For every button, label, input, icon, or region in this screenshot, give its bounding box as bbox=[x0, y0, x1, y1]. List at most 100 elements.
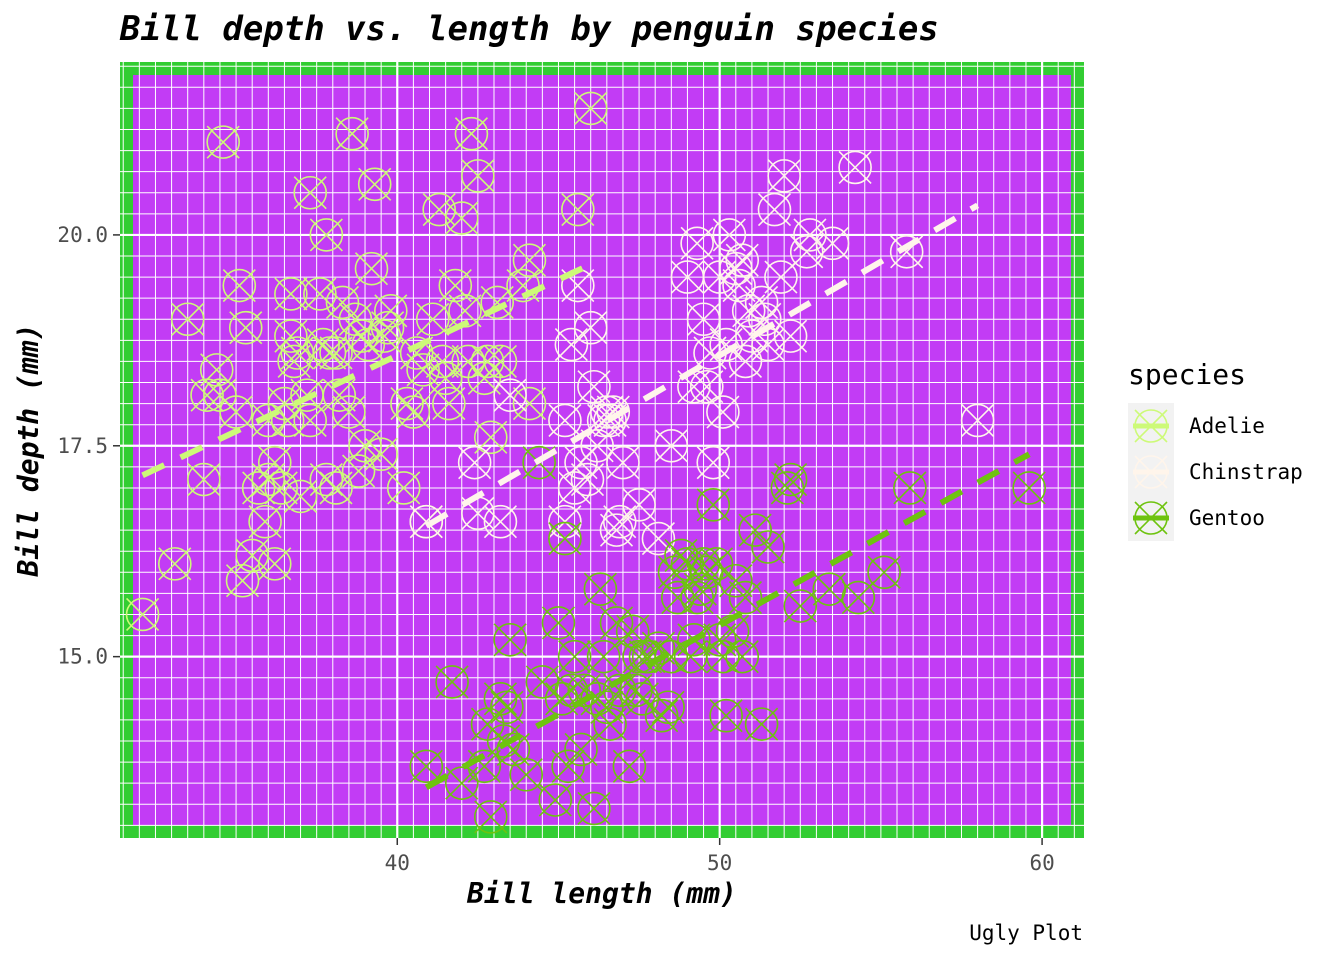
point-circle bbox=[425, 344, 460, 379]
series-gentoo bbox=[409, 445, 1046, 834]
point-gentoo bbox=[599, 606, 634, 640]
point-circle bbox=[625, 682, 660, 716]
point-circle bbox=[680, 226, 714, 261]
point-circle bbox=[461, 159, 495, 193]
data-points bbox=[125, 91, 1046, 834]
point-chinstrap bbox=[622, 488, 656, 522]
point-chinstrap bbox=[606, 445, 640, 480]
point-cross bbox=[461, 496, 495, 530]
point-cross bbox=[1012, 471, 1046, 505]
point-circle bbox=[709, 698, 743, 733]
point-cross bbox=[738, 513, 772, 547]
point-circle bbox=[348, 428, 382, 463]
axes: 40 50 60 15.0 17.5 20.0 bbox=[57, 223, 1054, 875]
point-gentoo bbox=[867, 555, 901, 590]
caption: Ugly Plot bbox=[969, 921, 1083, 945]
point-circle bbox=[622, 488, 656, 522]
point-adelie bbox=[322, 378, 357, 412]
point-circle bbox=[551, 749, 585, 784]
legend-key-gentoo bbox=[1133, 501, 1169, 535]
point-cross bbox=[364, 437, 398, 471]
point-circle bbox=[583, 572, 618, 606]
point-circle bbox=[544, 682, 579, 716]
point-cross bbox=[483, 505, 518, 539]
point-circle bbox=[764, 260, 798, 294]
point-cross bbox=[593, 707, 627, 741]
point-cross bbox=[525, 665, 559, 699]
point-cross bbox=[274, 277, 308, 311]
point-adelie bbox=[257, 547, 292, 581]
point-adelie bbox=[512, 243, 547, 278]
point-circle bbox=[493, 622, 527, 657]
point-circle bbox=[557, 471, 592, 505]
point-circle bbox=[960, 403, 995, 438]
point-circle bbox=[257, 547, 292, 581]
point-cross bbox=[558, 640, 592, 674]
point-chinstrap bbox=[686, 302, 721, 337]
point-gentoo bbox=[486, 724, 521, 758]
point-cross bbox=[961, 403, 995, 438]
point-circle bbox=[641, 631, 676, 666]
point-cross bbox=[483, 682, 518, 716]
point-adelie bbox=[319, 471, 353, 505]
point-chinstrap bbox=[838, 150, 872, 185]
legend-label-gentoo: Gentoo bbox=[1189, 506, 1265, 530]
point-cross bbox=[248, 505, 282, 539]
point-circle bbox=[415, 302, 450, 337]
point-chinstrap bbox=[599, 513, 634, 547]
point-cross bbox=[548, 403, 582, 438]
point-circle bbox=[386, 471, 421, 505]
point-circle bbox=[228, 310, 263, 345]
point-circle bbox=[773, 319, 808, 353]
point-circle bbox=[789, 234, 824, 269]
point-circle bbox=[309, 462, 344, 497]
legend-key-circle bbox=[1134, 501, 1168, 535]
point-adelie bbox=[454, 116, 489, 151]
point-circle bbox=[567, 673, 602, 708]
point-cross bbox=[387, 471, 421, 505]
point-circle bbox=[702, 622, 737, 657]
point-gentoo bbox=[577, 791, 611, 826]
legend-key-adelie bbox=[1133, 409, 1169, 443]
point-cross bbox=[783, 589, 817, 623]
point-circle bbox=[309, 218, 344, 252]
point-gentoo bbox=[557, 639, 592, 674]
point-circle bbox=[889, 234, 924, 269]
point-chinstrap bbox=[641, 521, 676, 556]
point-chinstrap bbox=[654, 428, 689, 463]
point-circle bbox=[222, 268, 257, 303]
legend-key-marker bbox=[1134, 409, 1168, 443]
point-cross bbox=[622, 640, 656, 674]
point-cross bbox=[309, 462, 343, 497]
point-circle bbox=[322, 378, 357, 412]
point-cross bbox=[583, 572, 617, 606]
point-chinstrap bbox=[457, 445, 492, 480]
point-gentoo bbox=[493, 622, 527, 657]
point-cross bbox=[487, 724, 521, 758]
point-circle bbox=[606, 445, 640, 480]
point-circle bbox=[744, 285, 779, 320]
point-circle bbox=[364, 437, 398, 472]
point-cross bbox=[680, 581, 714, 615]
point-circle bbox=[573, 91, 608, 126]
point-gentoo bbox=[544, 682, 579, 716]
point-gentoo bbox=[660, 580, 695, 615]
point-circle bbox=[793, 218, 827, 252]
x-axis-title: Bill length (mm) bbox=[466, 877, 737, 910]
point-circle bbox=[454, 116, 489, 151]
point-circle bbox=[689, 369, 724, 404]
point-circle bbox=[702, 260, 737, 294]
point-cross bbox=[319, 471, 353, 505]
point-cross bbox=[751, 530, 785, 564]
point-circle bbox=[660, 580, 695, 615]
point-adelie bbox=[354, 251, 389, 286]
point-cross bbox=[425, 344, 459, 379]
point-gentoo bbox=[612, 749, 647, 784]
point-gentoo bbox=[409, 749, 444, 784]
point-adelie bbox=[303, 277, 337, 311]
point-adelie bbox=[257, 445, 292, 480]
point-gentoo bbox=[590, 690, 624, 725]
point-cross bbox=[338, 302, 372, 336]
point-circle bbox=[473, 420, 508, 455]
point-cross bbox=[654, 429, 688, 463]
